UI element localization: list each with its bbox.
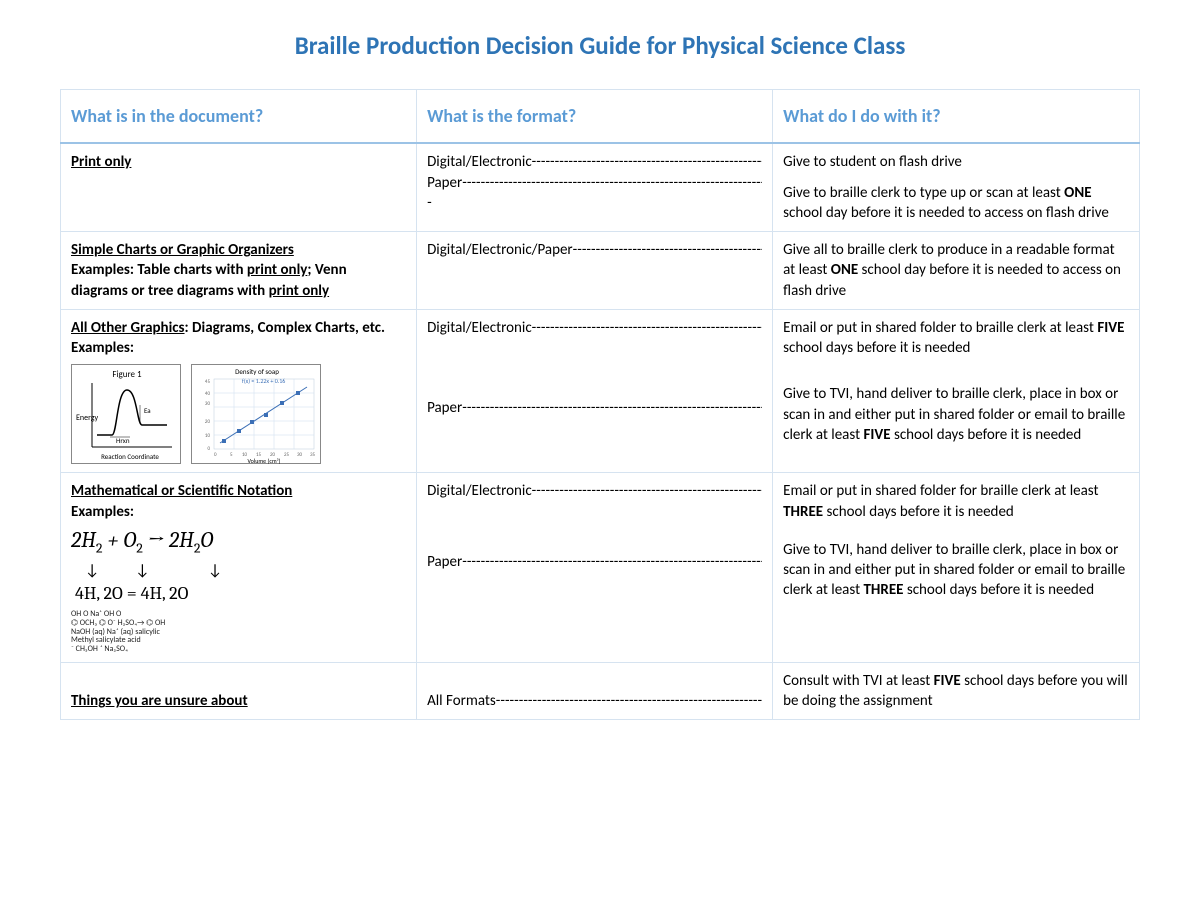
header-col1: What is in the document? (61, 90, 417, 144)
page-title: Braille Production Decision Guide for Ph… (60, 30, 1140, 61)
row5-action: Consult with TVI at least FIVE school da… (783, 671, 1129, 712)
svg-text:Density of soap: Density of soap (235, 367, 279, 376)
energy-diagram: Figure 1 Energy Ea Hrxn Reaction Coordin… (71, 364, 181, 464)
row2-format: Digital/Electronic/Paper ---------------… (427, 240, 762, 260)
row2-examples: Examples: Table charts with print only; … (71, 260, 406, 301)
row2-title: Simple Charts or Graphic Organizers (71, 240, 406, 260)
row3-title: All Other Graphics: Diagrams, Complex Ch… (71, 318, 406, 338)
row3-format-paper: Paper ----------------------------------… (427, 398, 762, 418)
decision-table: What is in the document? What is the for… (60, 89, 1140, 720)
row1-format-digital: Digital/Electronic----------------------… (427, 152, 762, 172)
svg-text:Reaction Coordinate: Reaction Coordinate (101, 452, 159, 461)
row1-title: Print only (71, 153, 131, 171)
row5-format: All Formats ----------------------------… (427, 691, 762, 711)
svg-text:30: 30 (205, 401, 211, 407)
row1-action-b: Give to braille clerk to type up or scan… (783, 183, 1129, 224)
svg-text:Hrxn: Hrxn (116, 436, 130, 445)
row4-action-a: Email or put in shared folder for braill… (783, 481, 1129, 522)
row4-format-paper: Paper ----------------------------------… (427, 552, 762, 572)
svg-text:Ea: Ea (144, 406, 151, 415)
row2-action: Give all to braille clerk to produce in … (783, 240, 1129, 301)
table-row: Print only Digital/Electronic-----------… (61, 143, 1140, 231)
chem-structure: OH O Na⁺ OH O ⌬ OCH₃ ⌬ O⁻ H₂SO₄→ ⌬ OH Na… (71, 610, 406, 654)
fig1-label: Figure 1 (112, 369, 142, 380)
header-col2: What is the format? (417, 90, 773, 144)
chem-equation-line2: 4H, 2O = 4H, 2O (75, 582, 406, 606)
row3-examples-label: Examples: (71, 338, 406, 358)
svg-text:0: 0 (207, 446, 210, 452)
chem-equation-arrows: ↓ ↓ ↓ (85, 560, 406, 582)
row1-action-a: Give to student on flash drive (783, 152, 1129, 172)
row1-format-paper: Paper ----------------------------------… (427, 173, 762, 193)
table-header-row: What is in the document? What is the for… (61, 90, 1140, 144)
chem-equation-line1: 2H2 + O2 → 2H2O (71, 526, 406, 558)
table-row: Simple Charts or Graphic Organizers Exam… (61, 232, 1140, 310)
row4-title: Mathematical or Scientific Notation (71, 481, 406, 501)
row3-action-b: Give to TVI, hand deliver to braille cle… (783, 384, 1129, 445)
row1-format-dash: - (427, 193, 762, 213)
svg-text:Energy: Energy (76, 413, 99, 423)
svg-text:20: 20 (205, 419, 211, 425)
row3-format-digital: Digital/Electronic ---------------------… (427, 318, 762, 338)
svg-text:30: 30 (297, 452, 303, 458)
row4-action-b: Give to TVI, hand deliver to braille cle… (783, 540, 1129, 601)
row5-title: Things you are unsure about (71, 692, 248, 710)
density-diagram: Density of soap f(x) = 1.22x + 0.16 (191, 364, 321, 464)
header-col3: What do I do with it? (773, 90, 1140, 144)
svg-text:Volume (cm³): Volume (cm³) (248, 457, 281, 465)
row3-action-a: Email or put in shared folder to braille… (783, 318, 1129, 359)
svg-text:25: 25 (284, 452, 290, 458)
svg-text:0: 0 (214, 452, 217, 458)
table-row: All Other Graphics: Diagrams, Complex Ch… (61, 309, 1140, 473)
row4-format-digital: Digital/Electronic ---------------------… (427, 481, 762, 501)
svg-text:f(x) = 1.22x + 0.16: f(x) = 1.22x + 0.16 (242, 377, 285, 385)
svg-text:45: 45 (205, 379, 211, 385)
row3-diagrams: Figure 1 Energy Ea Hrxn Reaction Coordin… (71, 364, 406, 464)
svg-text:40: 40 (205, 391, 211, 397)
table-row: Things you are unsure about All Formats … (61, 662, 1140, 720)
svg-text:5: 5 (230, 452, 233, 458)
row4-examples-label: Examples: (71, 502, 406, 522)
svg-text:10: 10 (205, 433, 211, 439)
table-row: Mathematical or Scientific Notation Exam… (61, 473, 1140, 663)
svg-text:35: 35 (310, 452, 316, 458)
